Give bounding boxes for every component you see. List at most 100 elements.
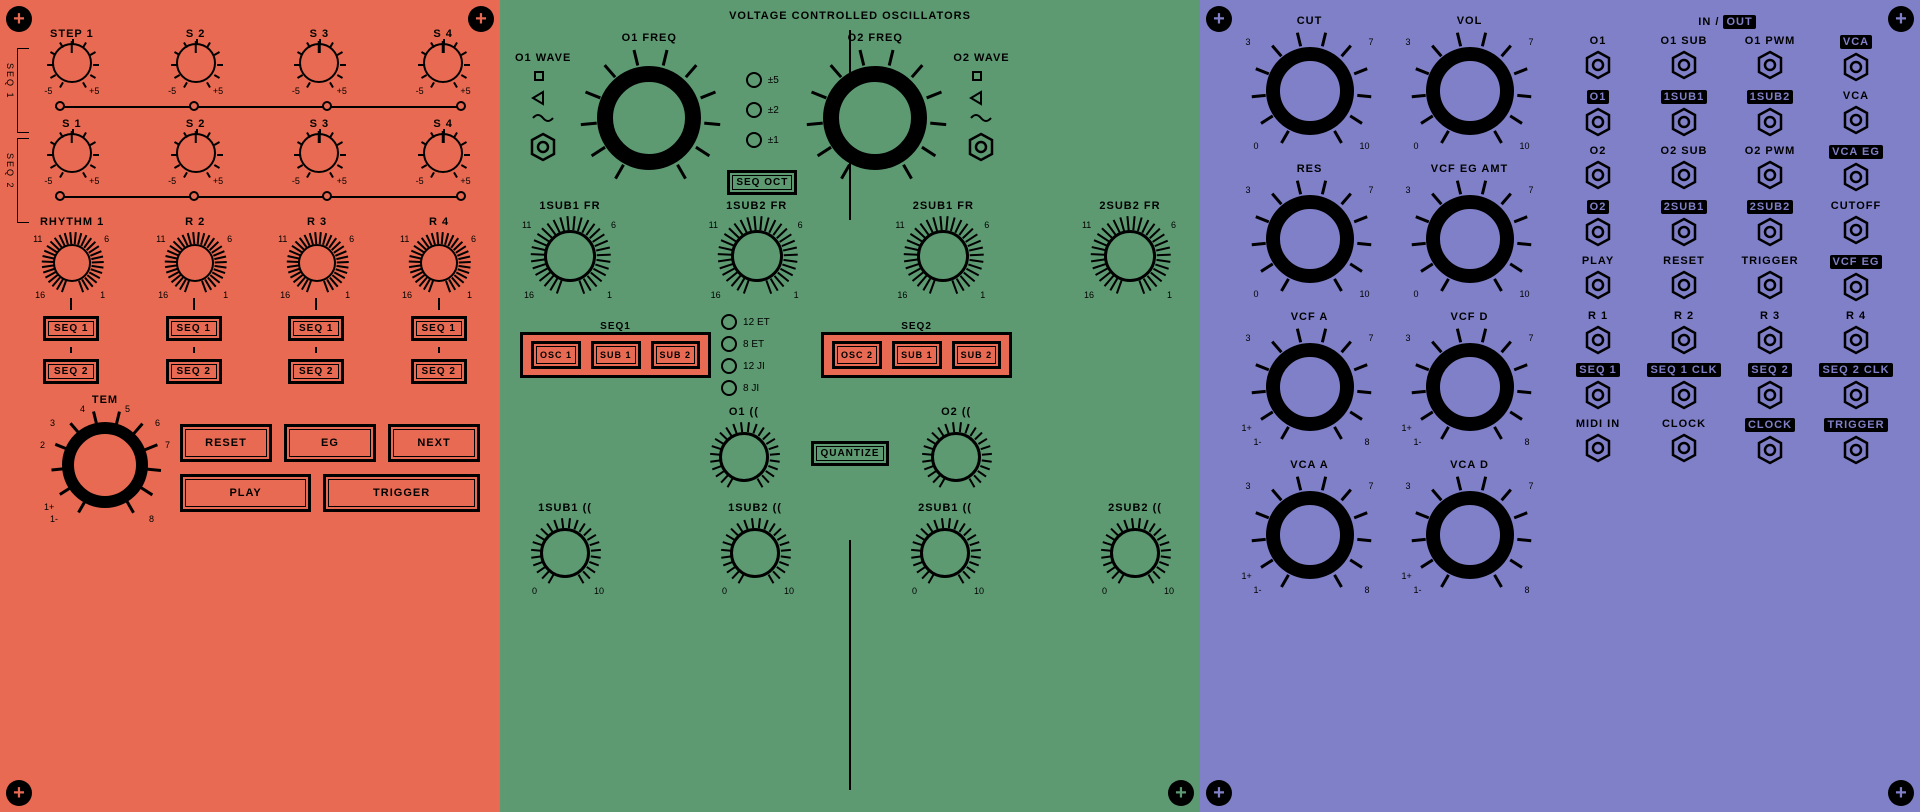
o2-level-knob[interactable]: O2 (( [921,406,991,492]
expand-icon[interactable] [6,780,32,806]
sub-level-knob[interactable]: 1SUB2 ((010 [720,502,790,588]
expand-icon[interactable] [1888,6,1914,32]
patch-jack[interactable]: 2SUB2 [1731,200,1809,247]
patch-jack[interactable]: CLOCK [1731,418,1809,465]
tempo-knob[interactable]: TEM 1+ 1- 8 2 3 4 5 6 7 [50,394,160,520]
patch-jack[interactable]: O1 PWM [1731,35,1809,82]
step-knob[interactable]: S 3-5+5 [292,118,347,186]
o1-wave-jack[interactable] [528,132,558,162]
patch-jack[interactable]: 1SUB1 [1645,90,1723,137]
expand-icon[interactable] [1168,780,1194,806]
seq1-assign-button[interactable]: SEQ 1 [43,316,99,341]
seq1-assign-button[interactable]: SEQ 1 [288,316,344,341]
patch-jack[interactable]: CLOCK [1645,418,1723,465]
step-knob[interactable]: S 4-5+5 [416,118,471,186]
seq-assign-button[interactable]: SUB 1 [591,341,641,369]
quant-8et[interactable]: 8 ET [721,336,764,352]
filter-knob[interactable]: VCA A1-8371+ [1250,459,1370,595]
o1-level-knob[interactable]: O1 (( [709,406,779,492]
patch-jack[interactable]: SEQ 1 [1559,363,1637,410]
next-button[interactable]: NEXT [388,424,480,462]
sub-level-knob[interactable]: 2SUB2 ((010 [1100,502,1170,588]
seq-assign-button[interactable]: SUB 1 [892,341,942,369]
filter-knob[interactable]: VOL01037 [1410,15,1530,151]
sub-level-knob[interactable]: 2SUB1 ((010 [910,502,980,588]
filter-knob[interactable]: VCF EG AMT01037 [1410,163,1530,299]
o1-freq-knob[interactable]: O1 FREQ [579,32,719,188]
eg-button[interactable]: EG [284,424,376,462]
patch-jack[interactable]: SEQ 2 CLK [1817,363,1895,410]
patch-jack[interactable]: O1 [1559,35,1637,82]
patch-jack[interactable]: VCA EG [1817,145,1895,192]
step-knob[interactable]: S 2-5+5 [168,118,223,186]
rhythm-knob[interactable]: R 4116161 [408,216,470,294]
seq2-assign-button[interactable]: SEQ 2 [411,359,467,384]
seq-oct-button[interactable]: SEQ OCT [727,170,797,195]
seq-assign-button[interactable]: OSC 1 [531,341,581,369]
patch-jack[interactable]: VCA [1817,35,1895,82]
step-knob[interactable]: S 3-5+5 [292,28,347,96]
sub-freq-knob[interactable]: 2SUB2 FR116161 [1090,200,1170,296]
patch-jack[interactable]: VCF EG [1817,255,1895,302]
expand-icon[interactable] [1206,780,1232,806]
rhythm-knob[interactable]: R 3116161 [286,216,348,294]
trigger-button[interactable]: TRIGGER [323,474,480,512]
patch-jack[interactable]: O2 [1559,145,1637,192]
seq-assign-button[interactable]: OSC 2 [832,341,882,369]
step-knob[interactable]: S 4-5+5 [416,28,471,96]
filter-knob[interactable]: VCF A1-8371+ [1250,311,1370,447]
patch-jack[interactable]: SEQ 2 [1731,363,1809,410]
patch-jack[interactable]: 1SUB2 [1731,90,1809,137]
patch-jack[interactable]: MIDI IN [1559,418,1637,465]
step-knob[interactable]: S 2-5+5 [168,28,223,96]
filter-knob[interactable]: VCA D1-8371+ [1410,459,1530,595]
patch-jack[interactable]: R 2 [1645,310,1723,355]
play-button[interactable]: PLAY [180,474,311,512]
o2-freq-knob[interactable]: O2 FREQ [805,32,945,188]
filter-knob[interactable]: VCF D1-8371+ [1410,311,1530,447]
patch-jack[interactable]: PLAY [1559,255,1637,302]
patch-jack[interactable]: R 4 [1817,310,1895,355]
rhythm-knob[interactable]: RHYTHM 1116161 [40,216,104,294]
step-knob[interactable]: S 1-5+5 [44,118,99,186]
quant-12ji[interactable]: 12 JI [721,358,765,374]
seq2-assign-button[interactable]: SEQ 2 [43,359,99,384]
patch-jack[interactable]: O2 PWM [1731,145,1809,192]
patch-jack[interactable]: O1 [1559,90,1637,137]
sub-freq-knob[interactable]: 1SUB2 FR116161 [717,200,797,296]
seq1-assign-button[interactable]: SEQ 1 [411,316,467,341]
expand-icon[interactable] [1888,780,1914,806]
seq2-assign-button[interactable]: SEQ 2 [166,359,222,384]
patch-jack[interactable]: VCA [1817,90,1895,137]
filter-knob[interactable]: CUT01037 [1250,15,1370,151]
patch-jack[interactable]: CUTOFF [1817,200,1895,247]
seq2-assign-button[interactable]: SEQ 2 [288,359,344,384]
patch-jack[interactable]: O1 SUB [1645,35,1723,82]
step-knob[interactable]: STEP 1-5+5 [44,28,99,96]
patch-jack[interactable]: O2 [1559,200,1637,247]
quant-12et[interactable]: 12 ET [721,314,770,330]
quantize-button[interactable]: QUANTIZE [811,441,888,466]
patch-jack[interactable]: TRIGGER [1731,255,1809,302]
patch-jack[interactable]: 2SUB1 [1645,200,1723,247]
sub-level-knob[interactable]: 1SUB1 ((010 [530,502,600,588]
expand-icon[interactable] [6,6,32,32]
octave-opt-5[interactable]: ±5 [746,72,779,88]
patch-jack[interactable]: O2 SUB [1645,145,1723,192]
seq-assign-button[interactable]: SUB 2 [952,341,1002,369]
patch-jack[interactable]: RESET [1645,255,1723,302]
patch-jack[interactable]: SEQ 1 CLK [1645,363,1723,410]
patch-jack[interactable]: R 3 [1731,310,1809,355]
filter-knob[interactable]: RES01037 [1250,163,1370,299]
seq-assign-button[interactable]: SUB 2 [651,341,701,369]
patch-jack[interactable]: R 1 [1559,310,1637,355]
sub-freq-knob[interactable]: 1SUB1 FR116161 [530,200,610,296]
o2-wave-jack[interactable] [966,132,996,162]
octave-opt-1[interactable]: ±1 [746,132,779,148]
reset-button[interactable]: RESET [180,424,272,462]
quant-8ji[interactable]: 8 JI [721,380,759,396]
expand-icon[interactable] [1206,6,1232,32]
sub-freq-knob[interactable]: 2SUB1 FR116161 [903,200,983,296]
octave-opt-2[interactable]: ±2 [746,102,779,118]
seq1-assign-button[interactable]: SEQ 1 [166,316,222,341]
